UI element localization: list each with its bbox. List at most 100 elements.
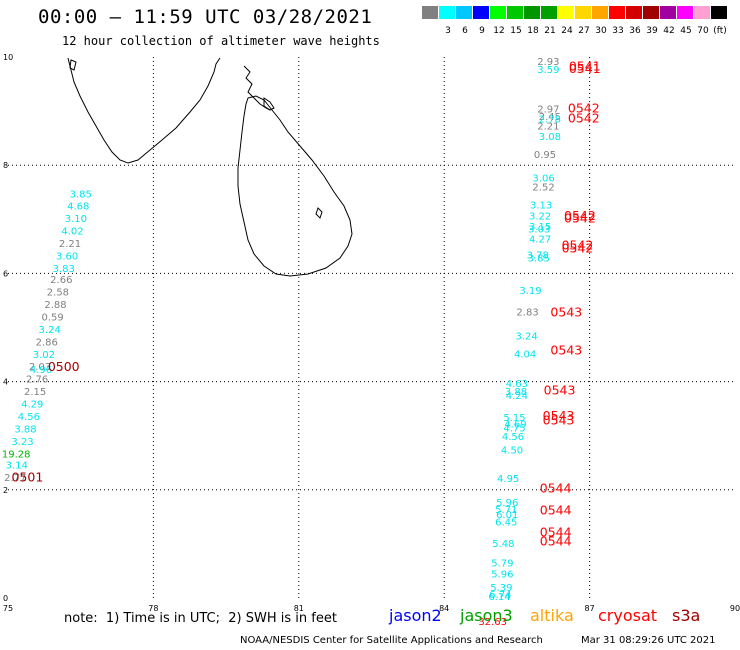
wave-height-value: 4.68	[67, 202, 89, 213]
legend-label: 18	[527, 26, 539, 36]
pass-time-labels: 0500050105410541054205420542054205420542…	[11, 59, 600, 549]
mission-label-jason3: jason3	[460, 606, 513, 625]
pass-time-label: 0542	[562, 238, 594, 253]
wave-height-value: 5.48	[492, 539, 514, 550]
legend-label: 39	[646, 26, 658, 36]
legend-label: 70	[697, 26, 709, 36]
wave-height-value: 2.93	[537, 57, 559, 68]
legend-swatch	[694, 6, 711, 19]
wave-height-value: 3.59	[537, 65, 559, 76]
pass-time-label: 0542	[564, 211, 596, 226]
wave-height-value: 3.85	[70, 190, 92, 201]
legend-swatch	[677, 6, 694, 19]
wave-height-value: 4.27	[529, 235, 551, 246]
legend-swatch	[473, 6, 490, 19]
wave-height-value: 6.14	[488, 592, 510, 603]
legend-label: 15	[510, 26, 522, 36]
x-tick-label: 75	[3, 604, 13, 613]
wave-height-value: 3.06	[532, 173, 554, 184]
wave-height-value: 3.22	[529, 211, 551, 222]
wave-height-value: 0.95	[534, 150, 556, 161]
legend-label: 24	[561, 26, 573, 36]
wave-height-value: 4.29	[21, 400, 43, 411]
pass-time-label: 0544	[540, 524, 572, 539]
wave-height-value: 3.23	[11, 437, 33, 448]
india-coastline	[67, 57, 221, 164]
legend-label: 9	[479, 26, 485, 36]
gulf-of-mannar-coast	[243, 65, 271, 111]
pass-time-label: 0542	[562, 240, 594, 255]
wave-height-value: 4.24	[506, 391, 528, 402]
wave-height-value: 2.97	[537, 105, 559, 116]
wave-height-value: 4.50	[501, 446, 523, 457]
wave-height-value: 0.59	[41, 312, 63, 323]
legend-swatch	[660, 6, 677, 19]
mission-label-s3a: s3a	[672, 606, 701, 625]
generated-timestamp: Mar 31 08:29:26 UTC 2021	[581, 635, 716, 646]
wave-height-value: 2.76	[26, 375, 48, 386]
wave-height-value: 5.15	[503, 413, 525, 424]
wave-height-value: 32.63	[478, 617, 507, 628]
legend-swatch	[439, 6, 456, 19]
wave-height-observations: 3.854.683.104.022.213.603.832.662.582.88…	[2, 57, 561, 628]
wave-height-value: 5.39	[490, 583, 512, 594]
wave-height-value: 3.24	[515, 331, 537, 342]
legend-label: 42	[663, 26, 675, 36]
legend-swatch	[592, 6, 609, 19]
wave-height-value: 19.28	[2, 449, 31, 460]
wave-height-value: 4.56	[502, 432, 524, 443]
wave-height-value: 4.96	[30, 365, 52, 376]
wave-height-value: 3.08	[539, 132, 561, 143]
x-tick-label: 84	[439, 604, 449, 613]
palk-strait-islet	[263, 97, 275, 111]
legend-swatch	[711, 6, 728, 19]
wave-height-value: 2.88	[44, 300, 66, 311]
pass-time-label: 0541	[569, 59, 601, 74]
wave-height-value: 2.45	[539, 112, 561, 123]
legend-label: 30	[595, 26, 607, 36]
wave-height-value: 3.15	[529, 222, 551, 233]
pass-time-label: 0544	[540, 481, 572, 496]
y-tick-label: 6	[3, 269, 8, 278]
pass-time-label: 0501	[11, 470, 43, 485]
legend-label: 3	[445, 26, 451, 36]
wave-height-value: 3.85	[528, 253, 550, 264]
legend-label: 27	[578, 26, 590, 36]
y-tick-label: 2	[3, 486, 8, 495]
map-grid: 75 78 81 84 87 90 0 2 4 6 8 10	[3, 53, 740, 613]
wave-height-value: 5.96	[491, 569, 513, 580]
wave-height-value: 2.52	[532, 183, 554, 194]
legend-label: 45	[680, 26, 692, 36]
x-tick-label: 78	[148, 604, 158, 613]
legend-label: (ft)	[713, 26, 727, 36]
wave-height-value: 3.10	[65, 214, 87, 225]
legend-swatch	[626, 6, 643, 19]
legend-swatch	[609, 6, 626, 19]
legend-label: 21	[544, 26, 556, 36]
batticaloa-lagoon	[315, 207, 323, 219]
wave-height-value: 3.78	[527, 250, 549, 261]
legend-swatch	[524, 6, 541, 19]
wave-height-value: 2.21	[59, 239, 81, 250]
x-tick-label: 81	[294, 604, 304, 613]
wave-height-value: 4.69	[504, 420, 526, 431]
pass-time-label: 0543	[543, 408, 575, 423]
pass-time-label: 0543	[550, 305, 582, 320]
mission-label-jason2: jason2	[389, 606, 442, 625]
pass-time-label: 0500	[48, 359, 80, 374]
wave-height-value: 4.04	[514, 349, 536, 360]
pass-time-label: 0543	[544, 383, 576, 398]
legend-swatch	[490, 6, 507, 19]
y-tick-label: 10	[3, 53, 13, 62]
wave-height-value: 3.88	[14, 424, 36, 435]
legend-swatch	[422, 6, 439, 19]
legend-swatch	[507, 6, 524, 19]
wave-height-value: 3.14	[6, 461, 28, 472]
pass-time-label: 0542	[564, 208, 596, 223]
wave-height-value: 4.95	[497, 474, 519, 485]
wave-height-value: 2.86	[36, 337, 58, 348]
legend-swatch	[541, 6, 558, 19]
small-island-west	[69, 59, 77, 71]
pass-time-label: 0544	[540, 534, 572, 549]
